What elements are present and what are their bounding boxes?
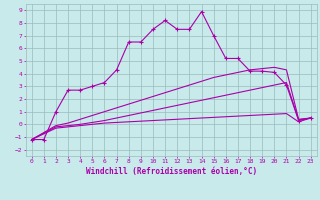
X-axis label: Windchill (Refroidissement éolien,°C): Windchill (Refroidissement éolien,°C) (86, 167, 257, 176)
